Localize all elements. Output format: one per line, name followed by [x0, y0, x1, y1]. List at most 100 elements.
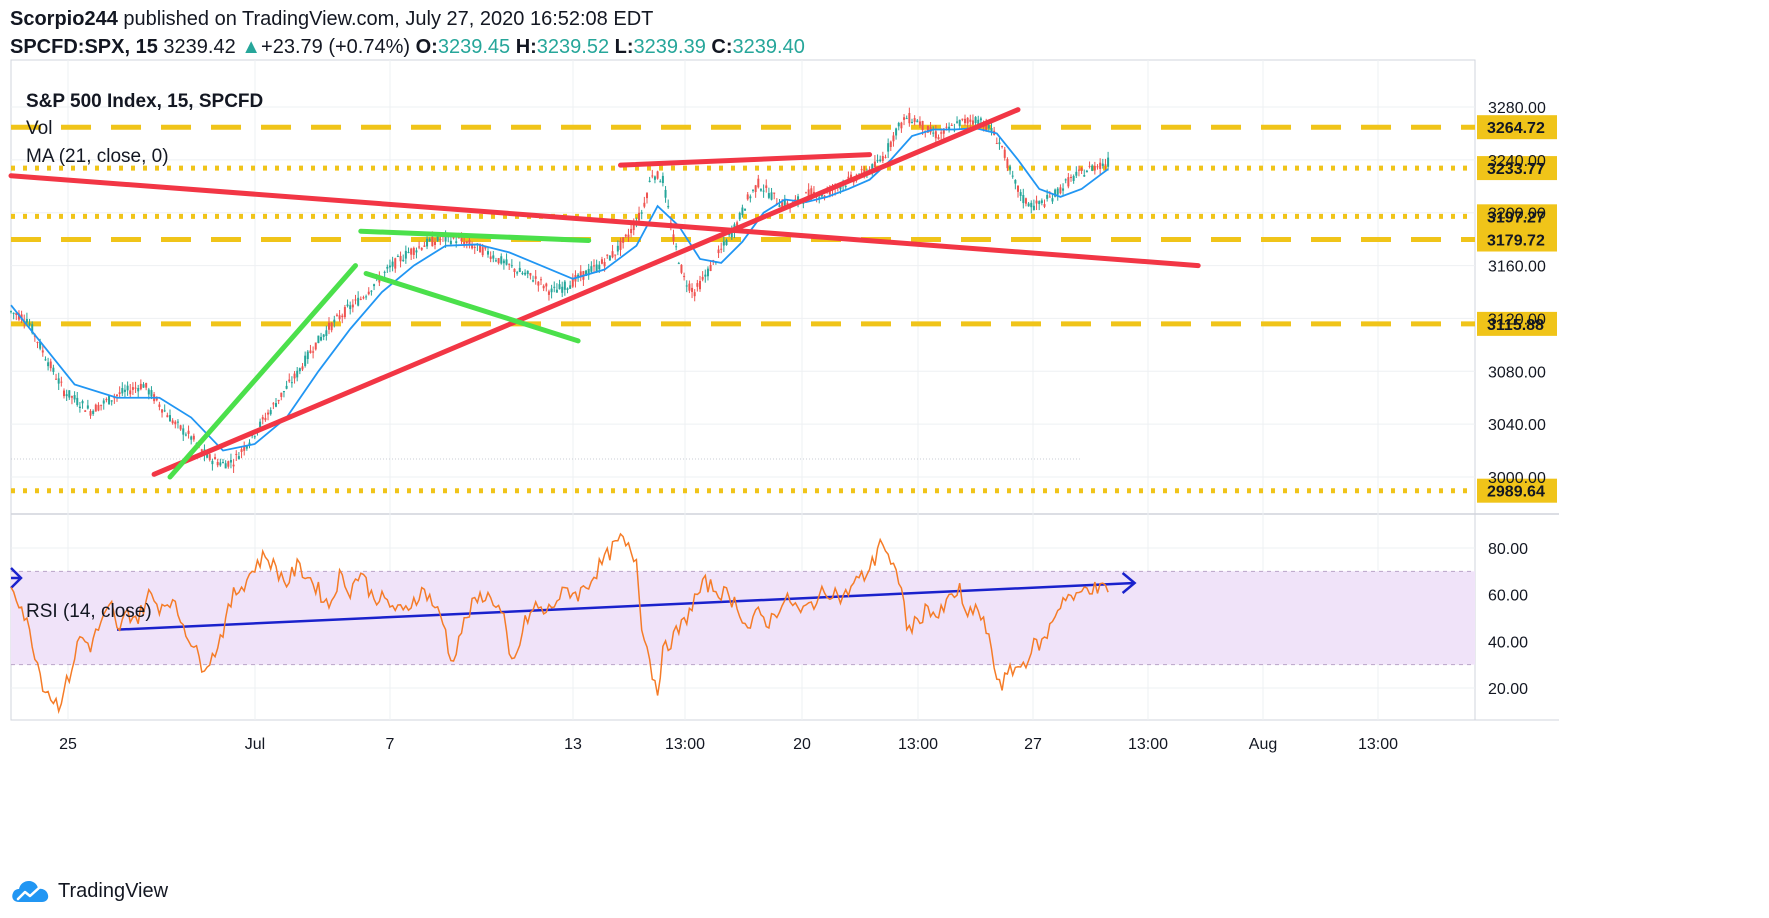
- candle-body: [818, 197, 821, 199]
- candles: [10, 107, 1110, 473]
- candle-body: [298, 368, 301, 372]
- candle-body: [410, 248, 413, 255]
- candle-body: [524, 272, 527, 275]
- candle-body: [1107, 157, 1110, 167]
- candle-body: [611, 251, 614, 258]
- candle-body: [243, 446, 246, 451]
- trendline-green: [358, 228, 592, 243]
- level-price-label: 2989.64: [1487, 484, 1545, 501]
- candle-body: [659, 181, 662, 183]
- candle-body: [206, 453, 209, 458]
- candle-body: [57, 378, 60, 384]
- level-price-tag: [1477, 204, 1557, 229]
- symbol-label[interactable]: SPCFD:SPX, 15: [10, 36, 158, 58]
- candle-body: [487, 251, 489, 255]
- candle-body: [593, 265, 595, 267]
- candle-body: [614, 254, 617, 256]
- rsi-polyline: [10, 532, 1109, 715]
- candle-body: [412, 247, 415, 255]
- candle-body: [940, 132, 943, 134]
- candle-body: [752, 189, 754, 191]
- candle-body: [78, 406, 81, 409]
- candle-body: [680, 264, 683, 273]
- candle-body: [1051, 198, 1054, 202]
- candle-body: [407, 251, 410, 253]
- candle-body: [121, 388, 124, 394]
- candle-body: [709, 264, 712, 272]
- candle-body: [812, 191, 815, 194]
- candle-body: [563, 281, 566, 290]
- x-tick-label: Jul: [245, 736, 265, 753]
- candle-body: [317, 335, 320, 344]
- candle-body: [958, 119, 961, 127]
- candle-body: [699, 280, 701, 290]
- candle-body: [969, 119, 972, 122]
- candle-body: [995, 143, 998, 145]
- ma-legend[interactable]: MA (21, close, 0): [26, 146, 169, 167]
- candle-body: [547, 291, 550, 295]
- author-name[interactable]: Scorpio244: [10, 8, 118, 30]
- candle-body: [1059, 187, 1062, 194]
- tradingview-logo[interactable]: TradingView: [10, 876, 168, 906]
- main-chart-title[interactable]: S&P 500 Index, 15, SPCFD: [26, 91, 263, 112]
- candle-body: [770, 192, 773, 200]
- candle-body: [696, 283, 699, 287]
- candle-body: [296, 370, 299, 378]
- price-levels: 3264.72 3233.77 3197.27 3179.72 3115.88 2989.…: [11, 115, 1557, 503]
- rsi-tick-label: 20.00: [1488, 681, 1528, 698]
- candle-body: [465, 241, 468, 244]
- candle-body: [1014, 179, 1017, 184]
- low-label: L:: [614, 36, 634, 58]
- candle-body: [131, 387, 134, 390]
- candle-body: [595, 264, 598, 272]
- candle-body: [134, 387, 137, 389]
- x-tick-label: 13:00: [1128, 736, 1168, 753]
- candle-body: [137, 387, 140, 392]
- candle-body: [765, 185, 768, 188]
- candle-body: [1091, 165, 1094, 171]
- published-text: published on TradingView.com, July 27, 2…: [123, 8, 654, 30]
- candle-body: [100, 404, 103, 406]
- candle-body: [126, 385, 129, 391]
- candle-body: [184, 434, 187, 436]
- candle-body: [508, 263, 511, 265]
- candle-body: [590, 266, 593, 272]
- candle-body: [460, 237, 463, 242]
- candle-body: [550, 288, 553, 293]
- candle-body: [253, 436, 256, 438]
- candle-body: [759, 189, 762, 191]
- x-tick-label: 27: [1024, 736, 1042, 753]
- candle-body: [683, 275, 686, 278]
- candle-body: [89, 410, 92, 416]
- candle-body: [428, 238, 431, 242]
- candle-body: [261, 417, 264, 420]
- candle-body: [76, 397, 79, 405]
- high-value: 3239.52: [536, 36, 610, 58]
- candle-body: [741, 207, 744, 216]
- rsi-line: [10, 532, 1109, 715]
- rsi-band: [11, 570, 1475, 666]
- vol-legend[interactable]: Vol: [26, 118, 52, 139]
- candle-body: [349, 305, 352, 310]
- candle-body: [275, 403, 277, 407]
- change-value: +23.79 (+0.74%): [261, 36, 411, 58]
- candle-body: [492, 255, 495, 259]
- candle-body: [60, 381, 63, 383]
- candle-body: [200, 449, 203, 452]
- candle-body: [351, 304, 354, 308]
- candle-body: [282, 391, 285, 393]
- candle-body: [950, 124, 953, 126]
- candle-body: [1030, 202, 1033, 208]
- candle-body: [49, 361, 52, 369]
- candle-body: [805, 192, 807, 194]
- candle-body: [463, 241, 466, 246]
- candle-body: [288, 379, 291, 382]
- candle-body: [455, 241, 458, 243]
- candle-body: [386, 266, 389, 269]
- rsi-title[interactable]: RSI (14, close): [26, 601, 152, 622]
- candle-body: [306, 351, 309, 360]
- candle-body: [579, 271, 582, 278]
- candle-body: [643, 202, 646, 207]
- candle-body: [161, 409, 164, 413]
